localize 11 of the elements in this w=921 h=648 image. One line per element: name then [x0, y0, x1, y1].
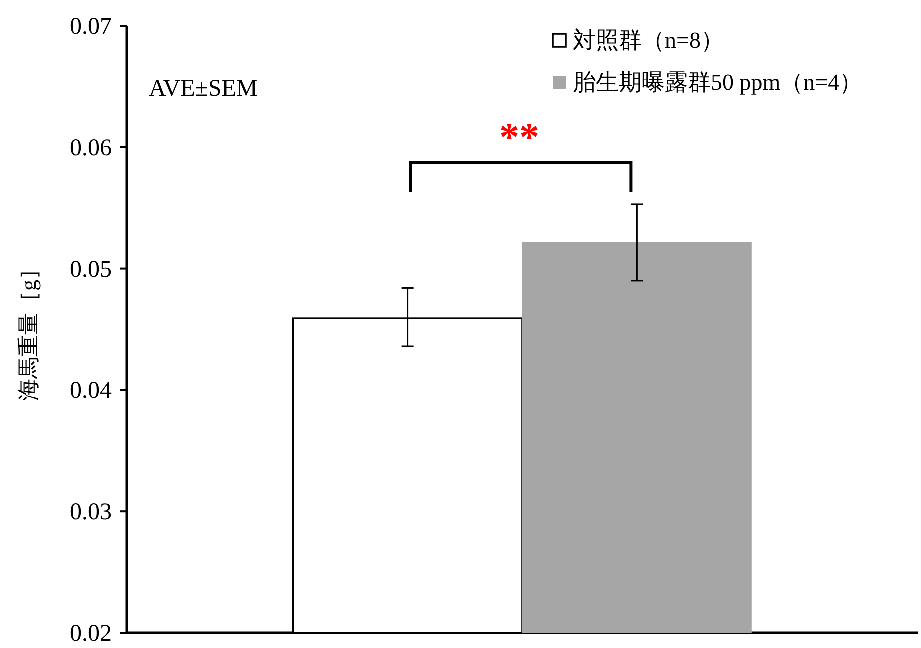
y-axis-title: 海馬重量［g］	[16, 258, 41, 401]
y-tick-label: 0.03	[70, 500, 112, 526]
y-tick-label: 0.02	[70, 621, 112, 647]
y-tick-label: 0.06	[70, 135, 112, 162]
y-tick-label: 0.05	[70, 256, 112, 283]
annotation: AVE±SEM	[149, 76, 258, 102]
legend-label: 対照群（n=8）	[573, 28, 724, 53]
legend-label: 胎生期曝露群50 ppm（n=4）	[573, 70, 863, 95]
y-tick-label: 0.07	[70, 14, 112, 40]
annotation: **	[500, 114, 540, 160]
y-tick-label: 0.04	[70, 378, 112, 404]
